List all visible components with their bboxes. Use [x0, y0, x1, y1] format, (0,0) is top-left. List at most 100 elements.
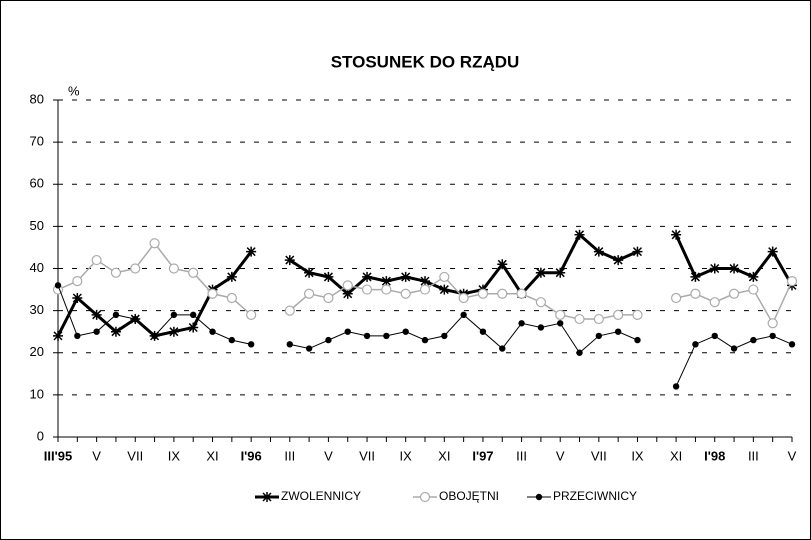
- data-point: [110, 267, 122, 278]
- data-point: [323, 292, 334, 304]
- data-point: [132, 315, 139, 323]
- x-tick-label: XI: [438, 448, 450, 463]
- data-point: [479, 328, 487, 335]
- data-point: [170, 311, 178, 319]
- y-tick-label: 50: [30, 218, 44, 233]
- data-point: [632, 246, 643, 257]
- data-point: [613, 255, 624, 266]
- data-point: [709, 297, 720, 308]
- data-point: [402, 328, 409, 335]
- data-point: [576, 349, 583, 356]
- data-point: [555, 267, 566, 278]
- x-tick-label: V: [92, 448, 101, 463]
- y-tick-label: 0: [37, 428, 44, 443]
- data-point: [709, 263, 720, 274]
- data-point: [149, 238, 160, 249]
- data-point: [344, 328, 351, 335]
- data-point: [112, 311, 120, 319]
- x-tick-label: IX: [400, 448, 413, 463]
- data-point: [54, 282, 62, 289]
- y-axis-label: %: [68, 83, 80, 98]
- data-point: [209, 328, 216, 335]
- x-tick-label: III'95: [44, 448, 72, 463]
- data-point: [574, 229, 585, 240]
- data-point: [767, 246, 778, 257]
- data-point: [342, 280, 353, 291]
- data-point: [325, 336, 332, 344]
- data-point: [383, 332, 390, 340]
- data-point: [728, 288, 740, 299]
- data-point: [477, 288, 489, 299]
- data-point: [730, 345, 738, 352]
- data-point: [516, 288, 527, 299]
- y-tick-label: 20: [30, 344, 44, 359]
- data-point: [711, 332, 718, 340]
- data-point: [93, 328, 100, 335]
- y-tick-label: 70: [30, 134, 44, 149]
- data-point: [672, 383, 680, 390]
- data-point: [786, 276, 798, 287]
- data-point: [304, 267, 315, 278]
- data-point: [421, 336, 429, 344]
- data-point: [613, 309, 624, 320]
- data-point: [110, 326, 121, 337]
- x-tick-label: I'96: [241, 448, 262, 463]
- y-tick-label: 10: [30, 386, 44, 401]
- data-point: [400, 288, 411, 299]
- data-point: [595, 332, 603, 340]
- data-point: [535, 297, 546, 308]
- data-point: [499, 345, 506, 352]
- data-point: [419, 284, 431, 295]
- data-point: [729, 263, 740, 274]
- data-point: [692, 341, 699, 348]
- legend-marker: [535, 493, 543, 501]
- data-point: [226, 292, 237, 304]
- x-tick-label: III: [748, 448, 759, 463]
- legend-marker: [262, 492, 272, 502]
- data-point: [361, 284, 373, 295]
- data-point: [151, 332, 158, 340]
- x-tick-label: IX: [168, 448, 181, 463]
- data-point: [460, 311, 467, 319]
- x-tick-label: I'98: [704, 448, 725, 463]
- y-tick-label: 80: [30, 91, 44, 106]
- data-point: [555, 309, 566, 320]
- data-point: [557, 320, 564, 327]
- data-point: [284, 255, 295, 266]
- data-point: [690, 271, 701, 282]
- data-point: [207, 288, 218, 299]
- data-point: [769, 332, 776, 340]
- data-point: [614, 328, 622, 335]
- data-point: [400, 271, 411, 282]
- y-tick-label: 30: [30, 302, 44, 317]
- data-point: [247, 341, 255, 348]
- data-point: [72, 292, 83, 303]
- data-point: [634, 336, 641, 344]
- data-point: [246, 309, 257, 320]
- x-tick-label: V: [556, 448, 565, 463]
- y-tick-label: 40: [30, 260, 44, 275]
- data-point: [168, 263, 179, 274]
- data-point: [632, 309, 643, 320]
- data-point: [363, 332, 371, 340]
- x-tick-label: IX: [631, 448, 644, 463]
- data-point: [53, 330, 63, 341]
- data-point: [91, 309, 102, 320]
- data-point: [72, 276, 83, 287]
- data-point: [188, 322, 199, 333]
- data-point: [593, 246, 604, 257]
- data-point: [304, 288, 315, 299]
- x-tick-label: XI: [670, 448, 682, 463]
- x-tick-label: V: [788, 448, 797, 463]
- data-point: [246, 246, 257, 257]
- data-point: [671, 229, 682, 240]
- data-point: [342, 288, 353, 299]
- x-tick-label: VII: [591, 448, 607, 463]
- x-tick-label: III: [516, 448, 527, 463]
- data-point: [190, 311, 197, 319]
- data-point: [518, 320, 525, 327]
- legend-label: OBOJĘTNI: [439, 489, 499, 503]
- data-point: [284, 305, 295, 316]
- data-point: [690, 288, 701, 299]
